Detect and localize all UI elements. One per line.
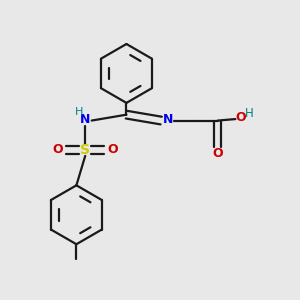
Text: O: O	[52, 143, 63, 157]
Text: H: H	[245, 107, 254, 120]
Text: O: O	[107, 143, 118, 157]
Text: H: H	[75, 107, 83, 117]
Text: O: O	[236, 111, 246, 124]
Text: N: N	[80, 112, 90, 126]
Text: N: N	[163, 112, 173, 126]
Text: O: O	[212, 147, 223, 160]
Text: S: S	[80, 143, 90, 157]
